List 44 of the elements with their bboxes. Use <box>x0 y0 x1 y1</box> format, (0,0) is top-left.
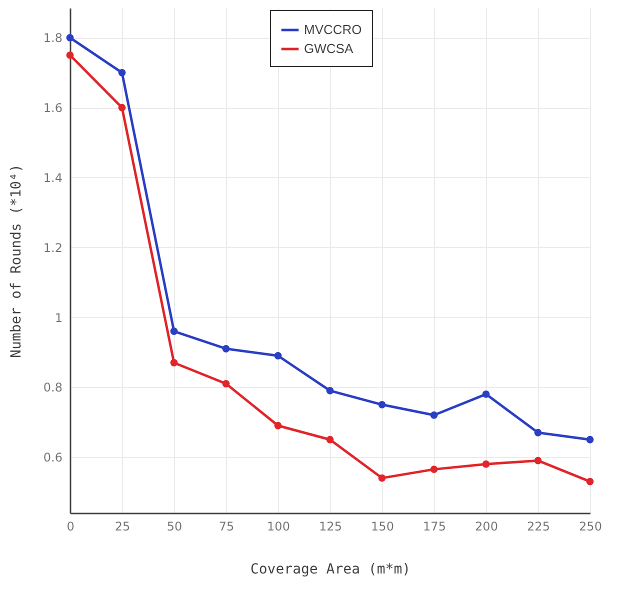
point <box>274 422 282 430</box>
y-tick-label: 1.4 <box>43 171 62 185</box>
point <box>222 345 230 352</box>
point <box>482 390 490 398</box>
x-tick-label: 75 <box>218 520 234 534</box>
y-axis-title: Number of Rounds (*10⁴) <box>8 164 24 358</box>
point <box>534 428 542 436</box>
x-tick-label: 100 <box>267 520 290 534</box>
point <box>118 68 126 76</box>
x-tick-label: 50 <box>166 520 182 534</box>
point <box>222 380 230 388</box>
x-tick-label: 225 <box>527 520 550 534</box>
point <box>534 456 542 464</box>
point <box>378 474 386 482</box>
point <box>118 104 126 112</box>
x-tick-label: 25 <box>114 520 130 534</box>
x-tick-label: 0 <box>66 520 74 534</box>
point <box>430 411 438 419</box>
point <box>482 460 490 468</box>
point <box>274 352 282 360</box>
point <box>66 51 74 59</box>
x-tick-label: 150 <box>371 520 394 534</box>
y-tick-label: 1.8 <box>43 31 62 46</box>
point <box>326 436 334 444</box>
x-tick-label: 125 <box>319 520 342 534</box>
point <box>170 359 178 366</box>
y-tick-label: 1 <box>54 310 62 325</box>
point <box>326 386 334 394</box>
y-tick-label: 0.8 <box>43 380 62 395</box>
point <box>586 478 594 486</box>
point <box>170 328 178 335</box>
x-tick-label: 250 <box>579 520 602 534</box>
legend-label: MVCCRO <box>304 22 362 37</box>
y-tick-label: 0.6 <box>43 450 62 465</box>
point <box>586 436 594 444</box>
point <box>378 400 386 408</box>
y-tick-label: 1.2 <box>43 240 62 255</box>
point <box>430 466 438 474</box>
legend-label: GWCSA <box>304 41 354 56</box>
x-tick-label: 200 <box>475 520 498 534</box>
x-axis-title: Coverage Area (m*m) <box>250 562 411 578</box>
point <box>66 34 74 42</box>
y-tick-label: 1.6 <box>43 101 62 116</box>
x-tick-label: 175 <box>423 520 446 534</box>
